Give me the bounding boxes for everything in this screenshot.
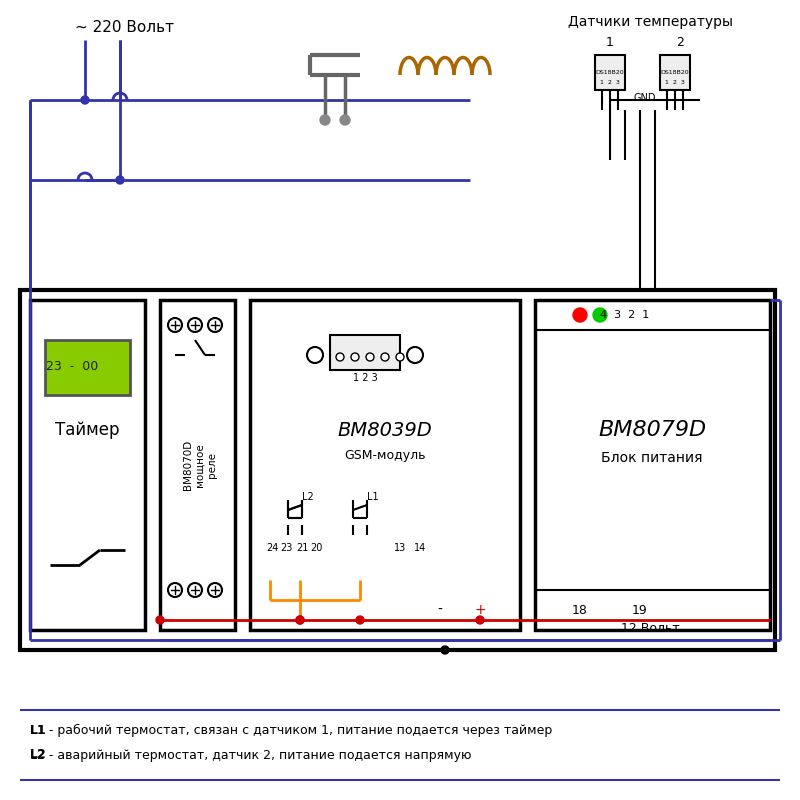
Text: 4  3  2  1: 4 3 2 1	[600, 310, 650, 320]
Text: 20: 20	[310, 543, 322, 553]
Text: DS18B20: DS18B20	[661, 70, 690, 75]
Text: Таймер: Таймер	[54, 421, 119, 439]
Text: 12 Вольт: 12 Вольт	[621, 622, 679, 634]
Text: 1  2  3: 1 2 3	[665, 81, 685, 86]
Bar	[20, 290, 775, 650]
Circle shape	[441, 646, 449, 654]
Circle shape	[296, 616, 304, 624]
Circle shape	[573, 308, 587, 322]
Circle shape	[168, 583, 182, 597]
Text: L2 - аварийный термостат, датчик 2, питание подается напрямую: L2 - аварийный термостат, датчик 2, пита…	[30, 749, 471, 762]
Text: L2: L2	[302, 492, 314, 502]
Text: DS18B20: DS18B20	[596, 70, 624, 75]
Text: 14: 14	[414, 543, 426, 553]
Bar	[660, 55, 690, 90]
Text: Блок питания: Блок питания	[602, 451, 702, 465]
Circle shape	[351, 353, 359, 361]
Bar	[595, 55, 625, 90]
Text: 1: 1	[606, 35, 614, 49]
Bar	[330, 335, 400, 370]
Text: 13: 13	[394, 543, 406, 553]
Text: L2: L2	[30, 749, 46, 762]
Text: 18: 18	[572, 603, 588, 617]
Circle shape	[208, 318, 222, 332]
Circle shape	[336, 353, 344, 361]
Text: ВМ8079D: ВМ8079D	[598, 420, 706, 440]
Text: ВМ8039D: ВМ8039D	[338, 421, 432, 439]
Text: L1: L1	[367, 492, 379, 502]
Text: ВМ8070D
мощное
реле: ВМ8070D мощное реле	[183, 440, 217, 490]
Text: 23  -  00: 23 - 00	[46, 361, 98, 374]
Text: 1 2 3: 1 2 3	[353, 373, 378, 383]
Bar	[250, 300, 520, 630]
Text: L1 - рабочий термостат, связан с датчиком 1, питание подается через таймер: L1 - рабочий термостат, связан с датчико…	[30, 723, 552, 737]
Circle shape	[307, 347, 323, 363]
Circle shape	[407, 347, 423, 363]
Text: 2: 2	[676, 35, 684, 49]
Circle shape	[476, 616, 484, 624]
Text: GND: GND	[634, 93, 656, 103]
Bar	[30, 300, 145, 630]
Bar	[535, 300, 770, 630]
Bar	[160, 300, 235, 630]
Circle shape	[366, 353, 374, 361]
Circle shape	[381, 353, 389, 361]
Text: 1  2  3: 1 2 3	[600, 81, 620, 86]
Text: GSM-модуль: GSM-модуль	[344, 449, 426, 462]
Text: 23: 23	[280, 543, 292, 553]
Text: +: +	[474, 603, 486, 617]
Text: 21: 21	[296, 543, 308, 553]
Circle shape	[188, 318, 202, 332]
Circle shape	[81, 96, 89, 104]
Circle shape	[320, 115, 330, 125]
Text: L1: L1	[30, 723, 46, 737]
Circle shape	[168, 318, 182, 332]
Text: ~ 220 Вольт: ~ 220 Вольт	[75, 21, 174, 35]
Circle shape	[188, 583, 202, 597]
Circle shape	[396, 353, 404, 361]
Circle shape	[296, 616, 304, 624]
Circle shape	[156, 616, 164, 624]
Text: Датчики температуры: Датчики температуры	[567, 15, 733, 29]
Circle shape	[593, 308, 607, 322]
Circle shape	[208, 583, 222, 597]
Text: 24: 24	[266, 543, 278, 553]
Text: 19: 19	[632, 603, 648, 617]
Circle shape	[116, 176, 124, 184]
Bar	[45, 340, 130, 395]
Circle shape	[340, 115, 350, 125]
Circle shape	[356, 616, 364, 624]
Text: -: -	[438, 603, 442, 617]
